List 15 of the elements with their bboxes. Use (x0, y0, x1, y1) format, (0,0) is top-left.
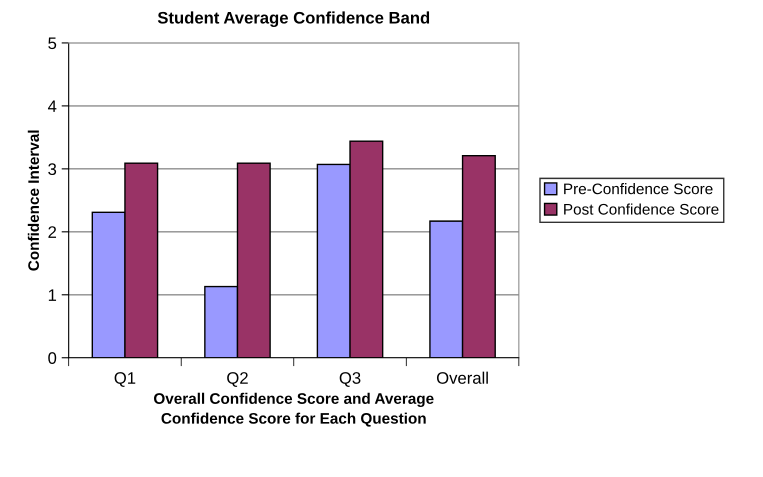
y-tick-label: 0 (48, 352, 56, 364)
chart-title: Student Average Confidence Band (158, 11, 430, 28)
x-tick-label: Q1 (114, 372, 136, 387)
y-tick-label: 4 (48, 100, 56, 112)
legend-label: Post Confidence Score (564, 203, 718, 215)
legend-label: Pre-Confidence Score (564, 183, 713, 194)
y-tick-label: 2 (48, 226, 56, 238)
x-tick-label: Q3 (340, 372, 360, 387)
y-tick-label: 5 (48, 38, 56, 50)
y-axis-title: Confidence Interval (28, 130, 40, 271)
y-tick-label: 3 (48, 163, 56, 176)
x-tick-label: Q2 (227, 372, 248, 387)
x-axis-title: Overall Confidence Score and Average Confidence Score for Each Question (154, 392, 434, 427)
x-tick-label: Overall (436, 372, 488, 384)
y-tick-label: 1 (48, 289, 56, 301)
